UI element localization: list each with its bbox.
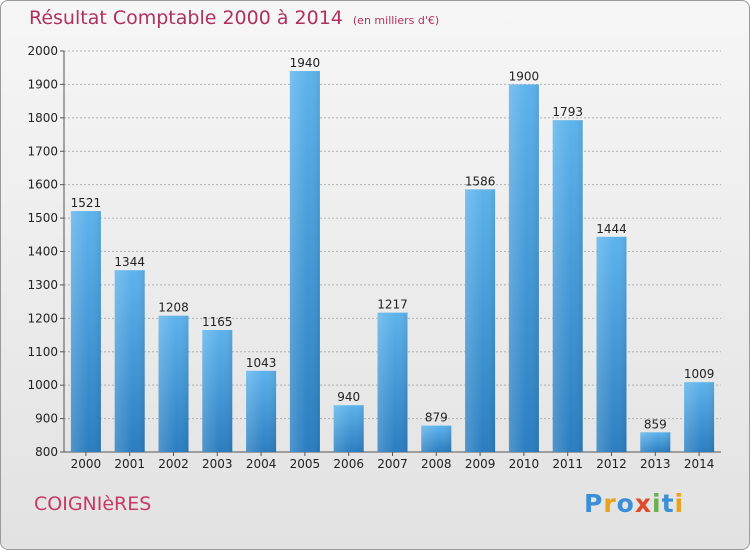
data-label: 1521 bbox=[71, 196, 102, 210]
y-tick-label: 1400 bbox=[27, 245, 58, 259]
data-label: 1940 bbox=[290, 56, 321, 70]
x-tick-label: 2011 bbox=[552, 457, 583, 471]
x-tick-label: 2004 bbox=[246, 457, 277, 471]
x-tick-label: 2014 bbox=[684, 457, 715, 471]
logo-letter: i bbox=[674, 489, 685, 518]
bar-shade bbox=[333, 405, 364, 452]
bar-shade bbox=[114, 270, 145, 452]
data-label: 1217 bbox=[377, 298, 408, 312]
data-label: 1444 bbox=[596, 222, 627, 236]
x-tick-label: 2008 bbox=[421, 457, 452, 471]
x-tick-label: 2001 bbox=[114, 457, 145, 471]
data-label: 1586 bbox=[465, 174, 496, 188]
y-tick-label: 800 bbox=[35, 445, 58, 459]
place-name: COIGNIèRES bbox=[34, 493, 152, 515]
bar-shade bbox=[552, 120, 583, 453]
logo-letter: o bbox=[616, 489, 635, 518]
logo-letter: P bbox=[584, 489, 604, 518]
x-tick-label: 2010 bbox=[509, 457, 540, 471]
data-label: 1793 bbox=[552, 105, 583, 119]
data-label: 940 bbox=[337, 390, 360, 404]
bar-shade bbox=[202, 330, 233, 452]
x-tick-label: 2007 bbox=[377, 457, 408, 471]
title-unit: (en milliers d'€) bbox=[352, 14, 440, 27]
y-tick-label: 1500 bbox=[27, 211, 58, 225]
bar-shade bbox=[508, 84, 539, 453]
data-label: 1009 bbox=[684, 367, 715, 381]
chart-title: Résultat Comptable 2000 à 2014 (en millie… bbox=[29, 7, 439, 29]
bar-shade bbox=[640, 432, 671, 452]
bar-shade bbox=[289, 71, 320, 453]
y-tick-label: 1700 bbox=[27, 144, 58, 158]
x-tick-label: 2003 bbox=[202, 457, 233, 471]
y-tick-label: 900 bbox=[35, 412, 58, 426]
x-tick-label: 2005 bbox=[290, 457, 321, 471]
data-label: 1208 bbox=[158, 301, 189, 315]
logo-letter: t bbox=[661, 489, 675, 518]
y-tick-label: 1000 bbox=[27, 378, 58, 392]
data-label: 859 bbox=[644, 417, 667, 431]
x-tick-label: 2006 bbox=[333, 457, 364, 471]
data-label: 1165 bbox=[202, 315, 233, 329]
title-text: Résultat Comptable 2000 à 2014 bbox=[29, 7, 343, 29]
y-tick-label: 2000 bbox=[27, 44, 58, 58]
bar-shade bbox=[596, 236, 627, 452]
y-tick-label: 1900 bbox=[27, 77, 58, 91]
y-tick-label: 1800 bbox=[27, 111, 58, 125]
proxiti-logo: Proxiti bbox=[584, 489, 684, 518]
data-label: 1900 bbox=[509, 69, 540, 83]
y-tick-label: 1600 bbox=[27, 178, 58, 192]
y-tick-label: 1300 bbox=[27, 278, 58, 292]
y-tick-label: 1100 bbox=[27, 345, 58, 359]
data-label: 1043 bbox=[246, 356, 277, 370]
data-label: 879 bbox=[425, 411, 448, 425]
x-tick-label: 2013 bbox=[640, 457, 671, 471]
bar-shade bbox=[377, 312, 408, 452]
logo-letter: i bbox=[652, 489, 662, 518]
logo-letter: x bbox=[634, 489, 652, 518]
data-label: 1344 bbox=[114, 255, 145, 269]
x-tick-label: 2009 bbox=[465, 457, 496, 471]
y-tick-label: 1200 bbox=[27, 311, 58, 325]
bar-shade bbox=[684, 382, 715, 452]
bar-shade bbox=[421, 425, 452, 452]
bar-shade bbox=[70, 211, 101, 452]
x-tick-label: 2000 bbox=[71, 457, 102, 471]
x-tick-label: 2012 bbox=[596, 457, 627, 471]
bar-shade bbox=[465, 189, 496, 452]
bar-shade bbox=[158, 315, 189, 452]
bar-shade bbox=[246, 370, 277, 452]
logo-letter: r bbox=[603, 489, 617, 518]
x-tick-label: 2002 bbox=[158, 457, 189, 471]
